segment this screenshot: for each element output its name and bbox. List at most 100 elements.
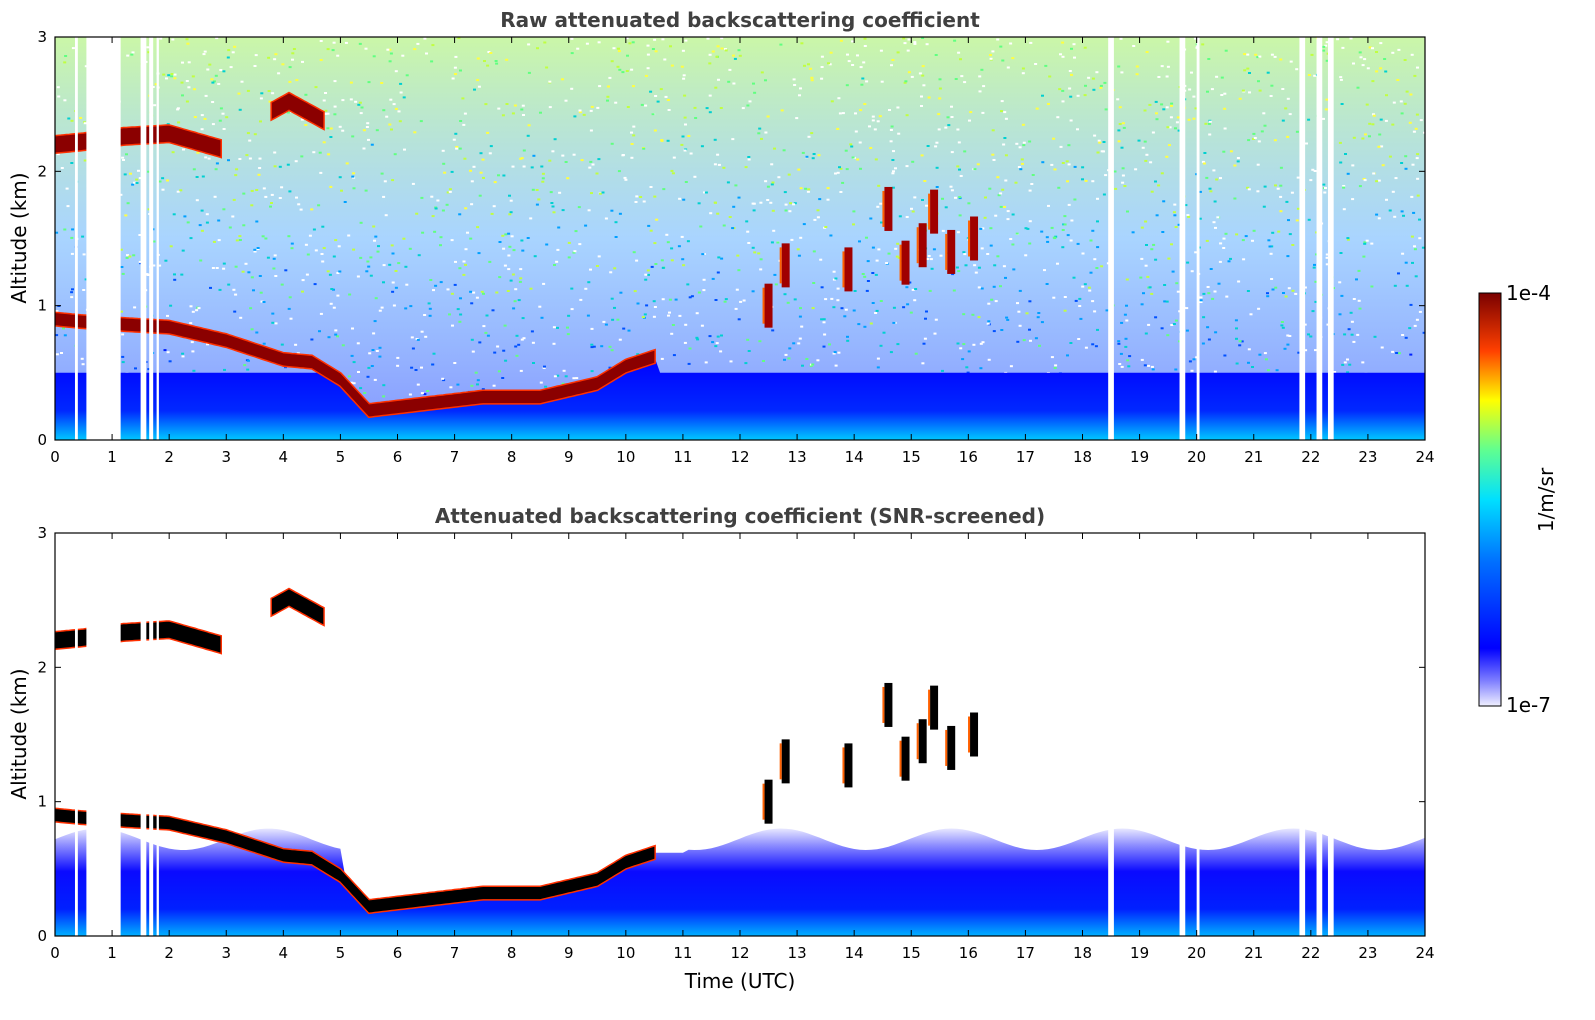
panel-a-ylabel: Altitude (km) bbox=[7, 172, 31, 303]
y-tick-label: 2 bbox=[37, 162, 47, 180]
x-tick-label: 5 bbox=[336, 448, 346, 466]
cumulus-cloud bbox=[947, 229, 956, 274]
cumulus-edge bbox=[762, 783, 765, 820]
x-tick-label: 1 bbox=[107, 448, 117, 466]
missing-data-gap bbox=[140, 37, 147, 440]
missing-data-gap bbox=[140, 533, 147, 936]
x-tick-label: 22 bbox=[1301, 944, 1320, 962]
panel-b-title: Attenuated backscattering coefficient (S… bbox=[435, 504, 1045, 528]
cumulus-cloud bbox=[901, 240, 910, 285]
x-tick-label: 20 bbox=[1187, 944, 1206, 962]
missing-data-gap bbox=[156, 37, 159, 440]
x-tick-label: 15 bbox=[902, 944, 921, 962]
colorbar-unit-label: 1/m/sr bbox=[1534, 467, 1558, 532]
y-tick-label: 3 bbox=[37, 524, 47, 542]
x-tick-label: 15 bbox=[902, 448, 921, 466]
cumulus-edge bbox=[916, 227, 919, 264]
missing-data-gap bbox=[1179, 37, 1186, 440]
missing-data-gap bbox=[149, 37, 154, 440]
cumulus-edge bbox=[899, 244, 902, 281]
cumulus-cloud bbox=[947, 725, 956, 770]
missing-data-gap bbox=[74, 533, 78, 936]
cumulus-edge bbox=[945, 233, 948, 270]
cumulus-edge bbox=[968, 716, 971, 753]
x-tick-label: 3 bbox=[221, 944, 231, 962]
x-tick-label: 20 bbox=[1187, 448, 1206, 466]
x-tick-label: 19 bbox=[1130, 448, 1149, 466]
x-tick-label: 17 bbox=[1016, 448, 1035, 466]
colorbar-max-label: 1e-4 bbox=[1506, 281, 1551, 305]
x-tick-label: 16 bbox=[959, 448, 978, 466]
missing-data-gap bbox=[1108, 533, 1114, 936]
panel-b-plot-area bbox=[55, 533, 1425, 936]
y-tick-label: 2 bbox=[37, 658, 47, 676]
x-tick-label: 5 bbox=[336, 944, 346, 962]
cumulus-edge bbox=[842, 747, 845, 784]
x-tick-label: 1 bbox=[107, 944, 117, 962]
x-tick-label: 14 bbox=[845, 944, 864, 962]
x-tick-label: 18 bbox=[1073, 944, 1092, 962]
x-tick-label: 16 bbox=[959, 944, 978, 962]
cumulus-edge bbox=[928, 689, 931, 726]
x-tick-label: 6 bbox=[393, 448, 403, 466]
x-tick-label: 0 bbox=[50, 944, 60, 962]
cumulus-edge bbox=[916, 723, 919, 760]
x-tick-label: 23 bbox=[1358, 944, 1377, 962]
x-tick-label: 4 bbox=[279, 944, 289, 962]
missing-data-gap bbox=[86, 37, 121, 440]
aerosol-layer-top bbox=[55, 313, 655, 417]
cumulus-cloud bbox=[918, 223, 927, 268]
x-tick-label: 18 bbox=[1073, 448, 1092, 466]
missing-data-gap bbox=[156, 533, 159, 936]
cumulus-cloud bbox=[844, 743, 853, 788]
cumulus-cloud bbox=[918, 719, 927, 764]
colorbar bbox=[1478, 292, 1502, 707]
missing-data-gap bbox=[1196, 533, 1200, 936]
cumulus-cloud bbox=[781, 243, 790, 288]
panel-b-xlabel: Time (UTC) bbox=[684, 969, 796, 993]
x-tick-label: 23 bbox=[1358, 448, 1377, 466]
y-tick-label: 3 bbox=[37, 28, 47, 46]
cumulus-cloud bbox=[884, 682, 893, 727]
aerosol-layer-top bbox=[55, 809, 655, 913]
panel-b-ylabel: Altitude (km) bbox=[7, 668, 31, 799]
cumulus-cloud bbox=[970, 216, 979, 261]
cumulus-edge bbox=[882, 686, 885, 723]
missing-data-gap bbox=[1179, 533, 1186, 936]
x-tick-label: 11 bbox=[673, 448, 692, 466]
colorbar-min-label: 1e-7 bbox=[1506, 693, 1551, 717]
x-tick-label: 21 bbox=[1244, 944, 1263, 962]
cumulus-edge bbox=[762, 287, 765, 324]
y-tick-label: 1 bbox=[37, 297, 47, 315]
x-tick-label: 10 bbox=[616, 448, 635, 466]
missing-data-gap bbox=[86, 533, 121, 936]
x-tick-label: 17 bbox=[1016, 944, 1035, 962]
cumulus-edge bbox=[945, 729, 948, 766]
boundary-layer bbox=[55, 356, 1425, 440]
x-tick-label: 6 bbox=[393, 944, 403, 962]
x-tick-label: 7 bbox=[450, 448, 460, 466]
cumulus-cloud bbox=[901, 736, 910, 781]
x-tick-label: 19 bbox=[1130, 944, 1149, 962]
panel-a-title: Raw attenuated backscattering coefficien… bbox=[500, 8, 980, 32]
cumulus-cloud bbox=[884, 186, 893, 231]
x-tick-label: 14 bbox=[845, 448, 864, 466]
x-tick-label: 2 bbox=[164, 944, 174, 962]
cumulus-cloud bbox=[930, 685, 939, 730]
x-tick-label: 13 bbox=[788, 944, 807, 962]
missing-data-gap bbox=[74, 37, 78, 440]
missing-data-gap bbox=[1316, 533, 1323, 936]
missing-data-gap bbox=[1108, 37, 1114, 440]
x-tick-label: 9 bbox=[564, 944, 574, 962]
y-tick-label: 1 bbox=[37, 793, 47, 811]
x-tick-label: 24 bbox=[1415, 944, 1434, 962]
cumulus-edge bbox=[882, 190, 885, 227]
x-tick-label: 4 bbox=[279, 448, 289, 466]
x-tick-label: 13 bbox=[788, 448, 807, 466]
cumulus-edge bbox=[842, 251, 845, 288]
cloud-layer bbox=[271, 589, 324, 625]
x-tick-label: 12 bbox=[730, 944, 749, 962]
cumulus-edge bbox=[928, 193, 931, 230]
panel-a-plot-area bbox=[55, 37, 1425, 440]
